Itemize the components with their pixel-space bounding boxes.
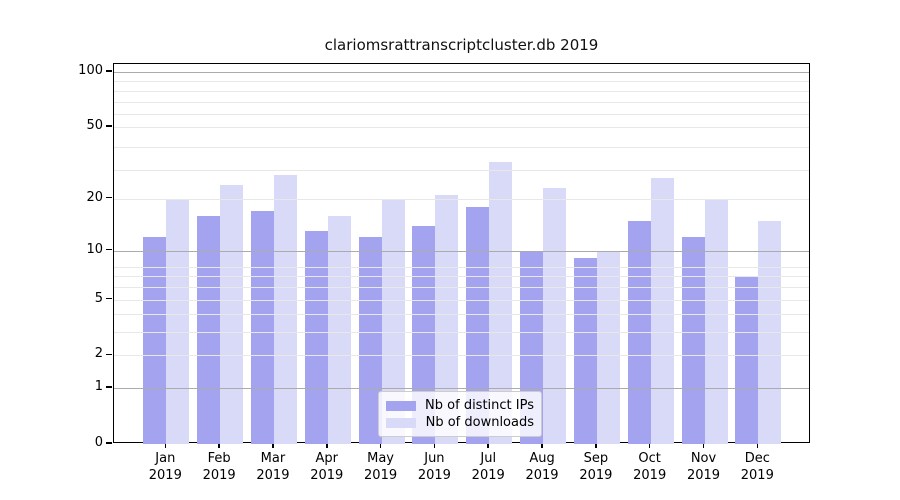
bar-may-distinct-ips <box>358 237 382 444</box>
x-tick-month: Mar <box>260 451 286 466</box>
bars-layer <box>114 64 809 444</box>
y-tick-label: 5 <box>94 290 103 306</box>
bar-jun-distinct-ips <box>412 225 436 444</box>
x-tick-year: 2019 <box>579 468 613 483</box>
x-tick-label: Sep 2019 <box>568 450 624 484</box>
legend-label-distinct-ips: Nb of distinct IPs <box>425 398 534 413</box>
x-tick-mark <box>487 443 489 448</box>
y-tick-label: 10 <box>86 241 103 257</box>
x-tick-label: Oct 2019 <box>622 450 678 484</box>
x-tick-month: Apr <box>315 451 339 466</box>
x-tick-mark <box>595 443 597 448</box>
bar-dec-distinct-ips <box>735 276 759 444</box>
chart-title: clariomsrattranscriptcluster.db 2019 <box>324 36 599 54</box>
bar-nov-distinct-ips <box>681 237 705 444</box>
x-tick-month: Aug <box>529 451 555 466</box>
x-tick-mark <box>379 443 382 448</box>
bar-apr-distinct-ips <box>304 231 328 444</box>
x-tick-mark <box>218 443 220 448</box>
bar-oct-downloads <box>650 178 674 444</box>
y-tick-mark <box>106 353 112 356</box>
bar-sep-distinct-ips <box>573 258 597 444</box>
legend-label-downloads: Nb of downloads <box>425 415 534 430</box>
x-tick-label: Jul 2019 <box>460 450 516 484</box>
x-tick-year: 2019 <box>740 468 774 483</box>
y-tick-mark <box>106 196 112 199</box>
x-tick-month: Feb <box>207 451 231 466</box>
x-tick-year: 2019 <box>256 468 290 483</box>
bar-nov-downloads <box>704 198 728 444</box>
y-tick-mark <box>106 125 112 127</box>
x-tick-year: 2019 <box>364 468 398 483</box>
bar-oct-distinct-ips <box>627 220 651 444</box>
x-tick-year: 2019 <box>633 468 667 483</box>
plot-area: Nb of distinct IPs Nb of downloads <box>113 63 810 444</box>
x-tick-label: May 2019 <box>353 450 409 484</box>
y-tick-label: 20 <box>86 189 103 205</box>
x-tick-month: Sep <box>583 451 609 466</box>
x-tick-year: 2019 <box>202 468 236 483</box>
x-tick-month: May <box>367 451 395 466</box>
y-tick-label: 0 <box>94 435 103 450</box>
legend-swatch-downloads <box>386 417 416 428</box>
bar-jul-downloads <box>489 162 513 444</box>
x-tick-year: 2019 <box>310 468 344 483</box>
y-tick-mark <box>106 386 112 388</box>
x-tick-month: Nov <box>690 451 717 466</box>
x-tick-mark <box>272 443 274 448</box>
y-tick-label: 1 <box>94 379 103 395</box>
x-tick-label: Aug 2019 <box>514 450 570 484</box>
x-tick-mark <box>433 443 436 448</box>
legend-item-downloads: Nb of downloads <box>386 414 534 431</box>
bar-sep-downloads <box>596 250 620 444</box>
x-tick-mark <box>326 443 328 448</box>
bar-apr-downloads <box>327 215 351 444</box>
y-tick-mark <box>106 442 112 444</box>
x-tick-mark <box>702 443 705 448</box>
y-tick-label: 2 <box>94 346 103 362</box>
x-tick-label: Feb 2019 <box>191 450 247 484</box>
x-tick-label: Jun 2019 <box>406 450 462 484</box>
x-tick-label: Nov 2019 <box>676 450 732 484</box>
bar-jun-downloads <box>435 194 459 444</box>
y-tick-mark <box>106 248 112 251</box>
x-tick-month: Jul <box>480 451 497 466</box>
legend: Nb of distinct IPs Nb of downloads <box>378 391 542 437</box>
x-tick-mark <box>164 443 167 448</box>
x-tick-label: Dec 2019 <box>729 450 785 484</box>
y-tick-mark <box>106 70 112 72</box>
legend-item-distinct-ips: Nb of distinct IPs <box>386 397 534 414</box>
bar-mar-distinct-ips <box>250 211 274 444</box>
bar-may-downloads <box>381 198 405 444</box>
bar-jan-distinct-ips <box>143 237 167 444</box>
bar-feb-downloads <box>220 184 244 444</box>
x-tick-month: Oct <box>638 451 661 466</box>
x-tick-year: 2019 <box>525 468 559 483</box>
bar-dec-downloads <box>758 220 782 444</box>
legend-swatch-distinct-ips <box>386 400 416 411</box>
x-tick-year: 2019 <box>471 468 505 483</box>
bar-mar-downloads <box>273 175 297 444</box>
x-tick-mark <box>756 443 759 448</box>
x-tick-label: Apr 2019 <box>299 450 355 484</box>
y-tick-label: 50 <box>86 118 103 134</box>
y-tick-label: 100 <box>78 63 103 78</box>
x-tick-label: Mar 2019 <box>245 450 301 484</box>
x-tick-month: Dec <box>744 451 770 466</box>
bar-jan-downloads <box>166 198 190 444</box>
bar-feb-distinct-ips <box>197 215 221 444</box>
x-tick-year: 2019 <box>417 468 451 483</box>
x-tick-mark <box>541 443 543 448</box>
x-tick-label: Jan 2019 <box>137 450 193 484</box>
x-tick-month: Jan <box>155 451 176 466</box>
x-tick-year: 2019 <box>148 468 182 483</box>
bar-aug-downloads <box>543 187 567 444</box>
bar-jul-distinct-ips <box>466 206 490 444</box>
y-tick-mark <box>106 297 112 300</box>
x-tick-year: 2019 <box>686 468 721 483</box>
x-tick-mark <box>648 443 651 448</box>
x-tick-month: Jun <box>424 451 445 466</box>
